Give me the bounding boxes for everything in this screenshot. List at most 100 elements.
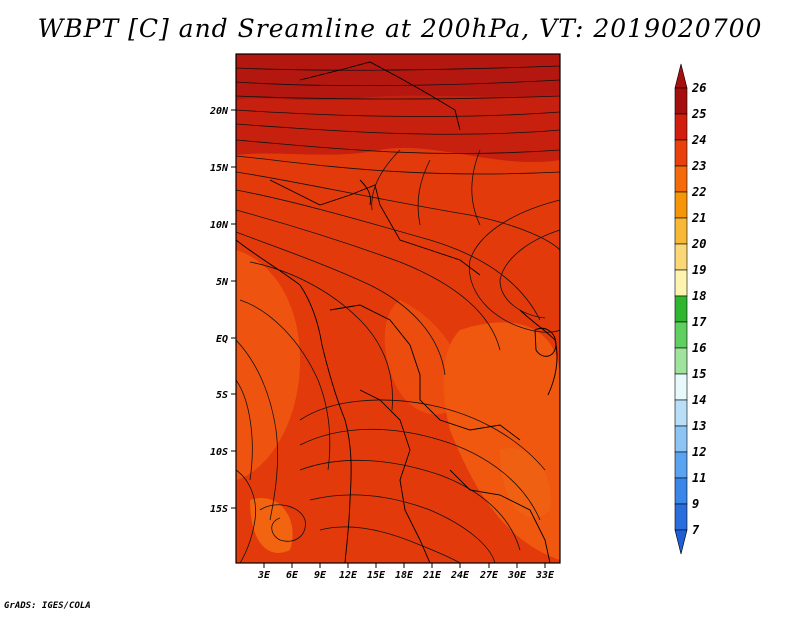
colorbar-swatch <box>674 347 688 375</box>
lon-label: 12E <box>339 570 358 581</box>
streamline <box>236 171 560 251</box>
colorbar-label: 24 <box>691 133 706 147</box>
streamline <box>299 399 546 471</box>
colorbar-swatch <box>674 269 688 297</box>
border <box>449 469 551 563</box>
streamline <box>236 209 501 351</box>
colorbar-swatch <box>674 243 688 271</box>
streamline <box>236 79 560 87</box>
lon-label: 21E <box>422 570 442 581</box>
colorbar-label: 20 <box>691 237 706 251</box>
streamline <box>299 428 541 521</box>
lon-label: 3E <box>257 570 271 581</box>
lat-label: 10S <box>210 447 228 458</box>
colorbar-swatch <box>674 399 688 427</box>
streamline <box>236 139 560 154</box>
colorbar-swatch <box>674 165 688 193</box>
lon-label: 15E <box>367 570 386 581</box>
colorbar: 26 25 24 23 22 21 20 19 18 17 16 15 14 13 12 11 9 7 <box>674 63 707 555</box>
lon-label: 18E <box>395 570 414 581</box>
streamline <box>371 149 401 211</box>
border <box>269 179 481 276</box>
colorbar-swatch <box>674 295 688 323</box>
map-frame <box>235 53 561 564</box>
streamline <box>417 159 431 226</box>
streamline <box>236 109 560 117</box>
colorbar-label: 14 <box>692 393 706 407</box>
colorbar-label: 9 <box>692 497 699 511</box>
colorbar-swatch <box>674 217 688 245</box>
colorbar-bottom-arrow <box>674 529 688 555</box>
streamline <box>249 261 393 411</box>
wbpt-region-23a <box>236 250 300 480</box>
streamlines <box>236 65 560 563</box>
colorbar-swatch <box>674 139 688 167</box>
colorbar-label: 23 <box>691 159 706 173</box>
lon-label: 30E <box>507 570 527 581</box>
country-borders <box>236 61 558 563</box>
colorbar-label: 25 <box>691 107 706 121</box>
streamline <box>236 379 253 481</box>
coastline <box>236 239 352 563</box>
streamline <box>236 339 279 521</box>
colorbar-label: 22 <box>691 185 706 199</box>
wbpt-region-22 <box>250 498 293 553</box>
streamline <box>299 459 521 551</box>
colorbar-swatch <box>674 191 688 219</box>
lat-label: 20N <box>209 106 229 117</box>
streamline <box>471 149 481 226</box>
streamline <box>239 299 331 471</box>
streamline <box>309 494 496 563</box>
border <box>359 389 431 563</box>
colorbar-label: 11 <box>692 471 706 485</box>
colorbar-label: 15 <box>692 367 706 381</box>
lon-label: 9E <box>314 570 327 581</box>
lon-axis: 3E 6E 9E 12E 15E 18E 21E 24E 27E 30E 33E <box>257 563 555 581</box>
streamline <box>259 504 306 542</box>
lat-label: EQ <box>216 334 228 345</box>
colorbar-label: 12 <box>692 445 706 459</box>
border <box>299 61 461 131</box>
border <box>329 304 521 441</box>
colorbar-label: 16 <box>692 341 706 355</box>
colorbar-swatch <box>674 503 688 531</box>
streamline <box>236 469 257 563</box>
lat-label: 15S <box>210 504 228 515</box>
lat-label: 10N <box>210 220 229 231</box>
colorbar-label: 13 <box>692 419 706 433</box>
streamline <box>499 229 560 319</box>
border <box>359 179 371 206</box>
lat-label: 15N <box>210 163 229 174</box>
streamline <box>236 189 541 321</box>
lake-victoria <box>534 327 557 357</box>
lon-label: 27E <box>479 570 499 581</box>
lat-label: 5S <box>216 390 228 401</box>
lat-label: 5N <box>216 277 229 288</box>
colorbar-swatch <box>674 321 688 349</box>
chart-title: WBPT [C] and Sreamline at 200hPa, VT: 20… <box>37 14 763 43</box>
border <box>519 309 558 396</box>
colorbar-swatch <box>674 373 688 401</box>
lat-axis: 20N 15N 10N 5N EQ 5S 10S 15S <box>209 106 236 515</box>
streamline <box>236 231 446 376</box>
lon-label: 24E <box>450 570 470 581</box>
streamline <box>468 199 560 333</box>
colorbar-label: 26 <box>691 81 706 95</box>
streamline <box>236 123 560 135</box>
colorbar-label: 18 <box>692 289 706 303</box>
streamline <box>236 155 560 175</box>
credit-text: GrADS: IGES/COLA <box>4 601 91 611</box>
streamline <box>236 65 560 71</box>
wbpt-region-23b <box>384 300 462 415</box>
wbpt-field <box>236 54 560 563</box>
colorbar-swatch <box>674 451 688 479</box>
colorbar-label: 19 <box>692 263 706 277</box>
lon-label: 6E <box>286 570 299 581</box>
streamline <box>236 95 560 100</box>
colorbar-label: 7 <box>692 523 700 537</box>
colorbar-swatch <box>674 113 688 141</box>
colorbar-label: 17 <box>692 315 707 329</box>
colorbar-swatch <box>674 87 688 115</box>
lon-label: 33E <box>535 570 555 581</box>
wbpt-region-22b <box>500 448 551 518</box>
